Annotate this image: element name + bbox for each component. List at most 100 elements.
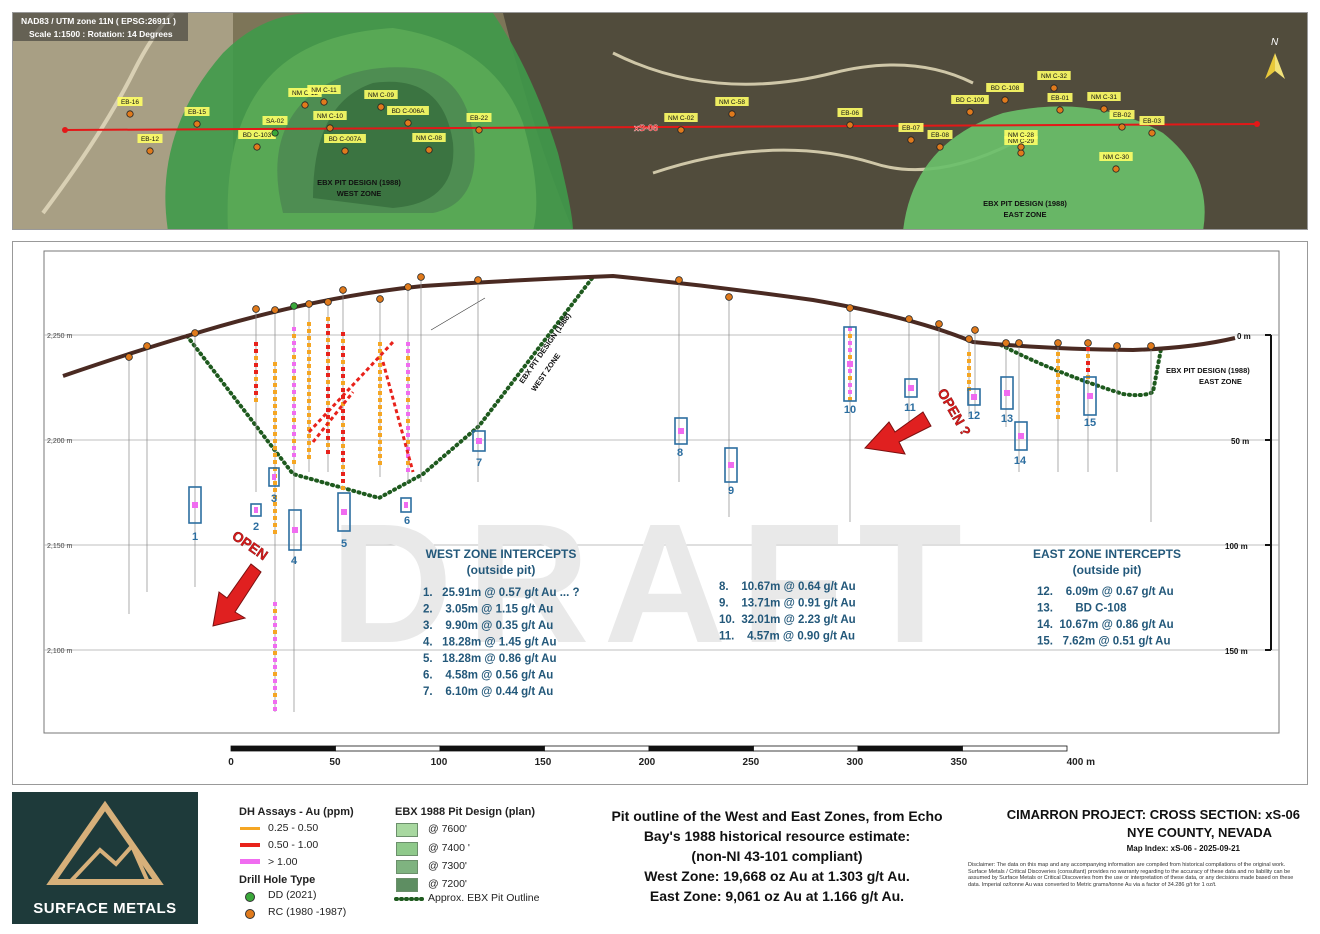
assay-segment (307, 399, 311, 403)
intercept-line: 6. 4.58m @ 0.56 g/t Au (423, 670, 553, 682)
map-hole-label: NM C-30 (1103, 154, 1129, 161)
east-intercepts-title: EAST ZONE INTERCEPTS (1033, 547, 1181, 561)
summary-line-1: Pit outline of the West and East Zones, … (611, 808, 943, 824)
scale-tick-label: 0 (228, 757, 234, 768)
pit-7200-label: @ 7200' (428, 878, 467, 890)
assay-segment (406, 398, 410, 402)
assay-high-label: > 1.00 (268, 856, 298, 868)
map-hole-label-bg (1099, 152, 1133, 161)
intercept-box-fill (404, 502, 408, 508)
map-hole-marker (677, 126, 685, 134)
map-hole-marker (1050, 84, 1058, 92)
assay-segment (326, 373, 330, 377)
assay-segment (273, 418, 277, 422)
assay-segment (273, 530, 277, 534)
map-hole-label: NM C-12 (292, 90, 318, 97)
intercept-line: 14. 10.67m @ 0.86 g/t Au (1037, 619, 1174, 631)
map-hole-label-bg (664, 113, 698, 122)
intercept-line: 9. 13.71m @ 0.91 g/t Au (719, 598, 856, 610)
assay-segment (848, 369, 852, 373)
plan-map-svg: NAD83 / UTM zone 11N ( EPSG:26911 ) Scal… (13, 13, 1307, 229)
assay-segment (406, 363, 410, 367)
intercept-box (967, 388, 981, 406)
scale-segment (230, 745, 336, 752)
assay-segment (273, 523, 277, 527)
section-hole-collar (305, 300, 313, 308)
assay-segment (406, 454, 410, 458)
assay-segment (292, 376, 296, 380)
assay-segment (378, 363, 382, 367)
assay-segment (326, 359, 330, 363)
assay-segment (378, 447, 382, 451)
map-hole-label-bg (466, 113, 492, 122)
assay-segment (378, 384, 382, 388)
map-hole-marker (1112, 165, 1120, 173)
intercept-box-fill (1087, 393, 1093, 399)
hole-number: 4 (291, 555, 298, 567)
map-hole-label: SA-02 (266, 118, 284, 125)
map-index: Map Index: xS-06 - 2025-09-21 (1126, 844, 1240, 853)
assay-segment (254, 377, 258, 381)
map-hole-label-bg (1087, 92, 1121, 101)
assay-high-swatch (240, 859, 260, 864)
scale-segment (335, 745, 441, 752)
assay-segment (406, 342, 410, 346)
assay-segment (326, 317, 330, 321)
pit-outline-label: Approx. EBX Pit Outline (428, 892, 540, 904)
intercept-box-fill (341, 509, 347, 515)
assay-segment (326, 415, 330, 419)
assay-segment (307, 455, 311, 459)
dd-hole-label: DD (2021) (268, 889, 317, 901)
assay-segment (406, 377, 410, 381)
assay-segment (273, 637, 277, 641)
section-hole-collar (1147, 342, 1155, 350)
assay-segment (292, 327, 296, 331)
rc-hole-icon (245, 909, 255, 919)
assay-segment (307, 406, 311, 410)
intercept-line: 11. 4.57m @ 0.90 g/t Au (719, 631, 855, 643)
project-county: NYE COUNTY, NEVADA (1127, 825, 1272, 840)
assay-segment (273, 679, 277, 683)
intercept-box (1083, 376, 1097, 416)
assay-segment (406, 370, 410, 374)
section-hole-collar (125, 353, 133, 361)
map-hole-marker (341, 147, 349, 155)
hole-number: 15 (1084, 417, 1096, 429)
assay-segment (273, 425, 277, 429)
legend-panel: SURFACE METALS DH Assays - Au (ppm) 0.25… (12, 790, 1308, 928)
west-intercepts-subtitle: (outside pit) (467, 563, 536, 577)
map-hole-label-bg (951, 95, 989, 104)
assay-segment (406, 405, 410, 409)
map-hole-label-bg (324, 134, 366, 143)
assay-segment (292, 432, 296, 436)
assay-segment (273, 390, 277, 394)
summary-line-3: (non-NI 43-101 compliant) (691, 848, 863, 864)
map-hole-marker (301, 101, 309, 109)
plan-map: NAD83 / UTM zone 11N ( EPSG:26911 ) Scal… (12, 12, 1308, 230)
horizontal-scale-bar: 0 50 100 150 200 250 300 350 400 m (228, 745, 1095, 768)
assay-segment (292, 439, 296, 443)
intercept-box-fill (728, 462, 734, 468)
map-hole-marker (253, 143, 261, 151)
assay-segment (406, 461, 410, 465)
east-pit-label-1: EBX PIT DESIGN (1988) (983, 199, 1067, 208)
intercept-line: 1. 25.91m @ 0.57 g/t Au ... ? (423, 587, 580, 599)
intercept-line: 13. BD C-108 (1037, 603, 1127, 615)
assay-segment (326, 380, 330, 384)
assay-segment (326, 394, 330, 398)
section-frame (43, 250, 1280, 734)
assay-segment (1056, 415, 1060, 419)
logo-text: SURFACE METALS (33, 900, 177, 917)
assay-segment (273, 516, 277, 520)
map-hole-label: EB-08 (931, 132, 949, 139)
assay-segment (273, 467, 277, 471)
assay-segment (292, 418, 296, 422)
assay-segment (307, 350, 311, 354)
section-hole-collar (971, 326, 979, 334)
intercept-box (904, 378, 918, 398)
section-hole-collar (1002, 339, 1010, 347)
assay-segment (406, 356, 410, 360)
north-label: N (1271, 37, 1279, 48)
assay-segment (273, 376, 277, 380)
